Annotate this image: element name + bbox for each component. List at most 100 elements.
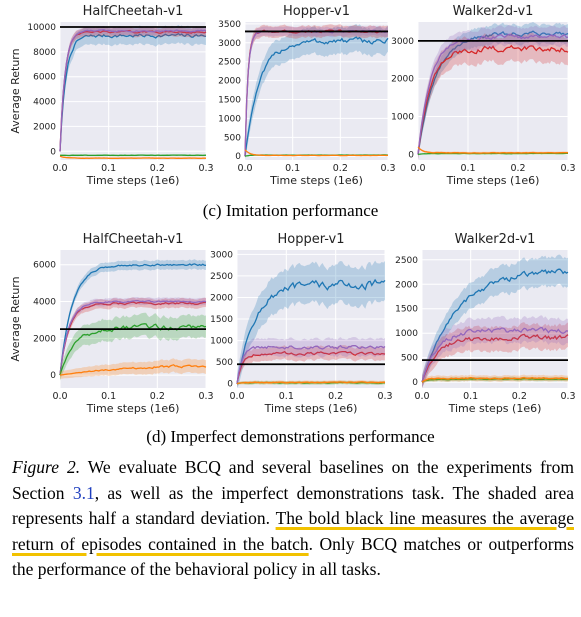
caption-text-1: We evaluate BCQ and several baselines on… xyxy=(12,457,574,503)
y-axis-label: Average Return xyxy=(9,48,22,133)
series-line-dqn xyxy=(236,381,386,385)
x-tick-label: 0.0 xyxy=(410,163,425,174)
x-tick-label: 0.2 xyxy=(333,163,348,174)
x-axis-label: Time steps (1e6) xyxy=(448,402,542,415)
x-tick-label: 0.2 xyxy=(150,163,165,174)
series-line-ddpg xyxy=(417,44,569,155)
x-tick-label: 0.1 xyxy=(285,163,300,174)
y-tick-label: 0 xyxy=(50,147,56,157)
y-tick-label: 1500 xyxy=(210,315,233,325)
series-band-ddpg xyxy=(245,24,388,160)
series-line-vae_bc xyxy=(417,33,569,155)
y-tick-label: 2000 xyxy=(33,122,56,132)
series-band-dqn xyxy=(60,358,206,379)
y-tick-label: 1500 xyxy=(395,305,418,315)
figure-label: Figure 2. xyxy=(12,457,81,477)
plot-background xyxy=(418,22,568,160)
x-tick-label: 0.3 xyxy=(377,391,392,402)
y-tick-label: 2000 xyxy=(395,280,418,290)
y-tick-label: 2500 xyxy=(210,272,233,282)
y-tick-label: 500 xyxy=(401,354,418,364)
plot-background xyxy=(422,250,568,388)
caption-highlight: The bold black line measures the average… xyxy=(12,508,574,554)
x-tick-label: 0.3 xyxy=(198,163,213,174)
y-tick-label: 1000 xyxy=(210,337,233,347)
series-line-vae_bc xyxy=(59,29,207,152)
x-tick-label: 0.1 xyxy=(279,391,294,402)
y-tick-label: 1000 xyxy=(391,113,414,123)
series-line-bcq xyxy=(421,268,569,383)
chart-title: Hopper-v1 xyxy=(283,4,350,19)
series-line-dqn xyxy=(59,155,206,160)
y-tick-label: 2000 xyxy=(218,77,241,87)
y-tick-label: 6000 xyxy=(33,261,56,271)
series-band-ddpg xyxy=(422,322,568,388)
series-line-ddpg xyxy=(59,301,207,376)
y-tick-label: 0 xyxy=(235,152,241,162)
series-band-ddpg xyxy=(418,32,568,160)
series-line-vae_bc xyxy=(236,344,386,384)
y-tick-label: 0 xyxy=(408,150,414,160)
x-tick-label: 0.2 xyxy=(512,391,527,402)
section-reference-link[interactable]: 3.1 xyxy=(72,482,95,503)
x-tick-label: 0.0 xyxy=(52,391,67,402)
x-tick-label: 0.0 xyxy=(229,391,244,402)
plot-background xyxy=(60,250,206,388)
x-tick-label: 0.1 xyxy=(460,163,475,174)
series-band-ddpg xyxy=(60,26,206,154)
x-tick-label: 0.0 xyxy=(414,391,429,402)
series-band-bcq xyxy=(245,23,388,161)
y-tick-label: 2500 xyxy=(395,256,418,266)
series-band-vae_bc xyxy=(237,337,385,388)
x-tick-label: 0.1 xyxy=(463,391,478,402)
chart-panel-6: Walker2d-v1 0 500 1000 1500 2000 2500 0.0 0.1 0.2… xyxy=(395,232,575,415)
x-axis-label: Time steps (1e6) xyxy=(86,402,180,415)
x-tick-label: 0.3 xyxy=(198,391,213,402)
y-tick-label: 3000 xyxy=(210,250,233,260)
x-tick-label: 0.2 xyxy=(510,163,525,174)
series-line-bcq xyxy=(244,36,389,157)
series-line-dqn xyxy=(59,364,207,376)
y-tick-label: 2000 xyxy=(391,75,414,85)
chart-panel-5: Hopper-v1 0 500 1000 1500 2000 2500 3000 0.0 0.1 0… xyxy=(210,232,392,415)
y-tick-label: 4000 xyxy=(33,98,56,108)
chart-title: Walker2d-v1 xyxy=(453,4,534,19)
series-band-bcq xyxy=(418,22,568,160)
chart-title: HalfCheetah-v1 xyxy=(83,232,184,247)
series-line-dqn xyxy=(421,376,568,383)
caption-text-2: , as well as the imperfect demonstration… xyxy=(12,482,574,529)
y-tick-label: 2500 xyxy=(218,58,241,68)
chart-panel-3: Walker2d-v1 0 1000 2000 3000 0.0 0.1 0.2 0.3 Time… xyxy=(391,4,575,187)
series-line-bc xyxy=(59,323,207,376)
series-line-vae_bc xyxy=(59,300,207,376)
x-axis-label: Time steps (1e6) xyxy=(269,174,363,187)
series-band-ddpg xyxy=(237,345,385,387)
series-line-bc xyxy=(421,377,569,383)
series-band-bcq xyxy=(237,260,385,388)
y-tick-label: 3000 xyxy=(218,39,241,49)
x-axis-label: Time steps (1e6) xyxy=(86,174,180,187)
plot-background xyxy=(60,22,206,160)
y-tick-label: 500 xyxy=(216,358,233,368)
series-band-vae_bc xyxy=(60,26,206,154)
x-tick-label: 0.2 xyxy=(150,391,165,402)
y-tick-label: 2000 xyxy=(33,334,56,344)
series-line-dqn xyxy=(244,149,389,157)
chart-panel-1: HalfCheetah-v1 0 2000 4000 6000 8000 10000 0.0 0… xyxy=(9,4,214,187)
y-tick-label: 4000 xyxy=(33,298,56,308)
series-band-vae_bc xyxy=(422,315,568,388)
x-tick-label: 0.0 xyxy=(237,163,252,174)
y-tick-label: 0 xyxy=(50,371,56,381)
caption-text-3: . Only BCQ matches or outperforms the pe… xyxy=(12,533,574,580)
y-tick-label: 8000 xyxy=(33,48,56,58)
x-tick-label: 0.2 xyxy=(328,391,343,402)
x-tick-label: 0.3 xyxy=(560,391,575,402)
x-tick-label: 0.0 xyxy=(52,163,67,174)
series-line-vae_bc xyxy=(421,326,569,383)
series-band-vae_bc xyxy=(60,297,206,377)
y-tick-label: 1000 xyxy=(218,114,241,124)
x-tick-label: 0.1 xyxy=(101,163,116,174)
y-tick-label: 3000 xyxy=(391,37,414,47)
y-tick-label: 1000 xyxy=(395,329,418,339)
